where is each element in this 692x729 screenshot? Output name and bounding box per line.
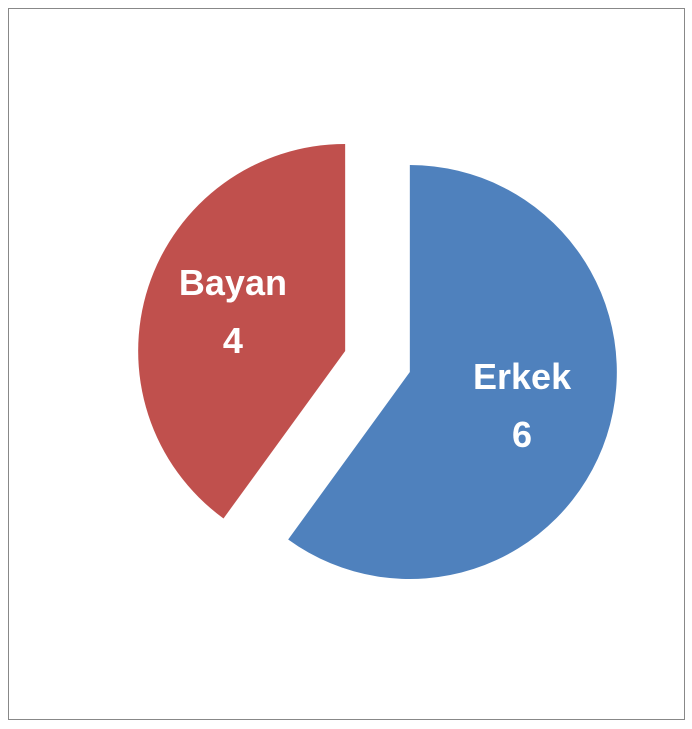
slice-label: Erkek <box>473 356 572 397</box>
pie-slice <box>288 165 617 580</box>
pie-slice <box>138 143 346 519</box>
slice-value: 4 <box>223 320 243 361</box>
slice-value: 6 <box>512 414 532 455</box>
slice-label: Bayan <box>179 262 287 303</box>
